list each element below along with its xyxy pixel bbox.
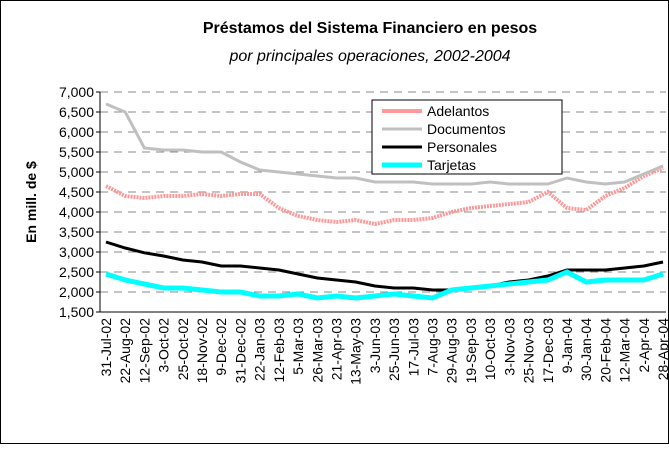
y-tick-label: 3,000 xyxy=(59,244,94,260)
x-tick-label: 10-Oct-03 xyxy=(482,318,498,380)
x-tick-label: 31-Dec-02 xyxy=(232,318,248,384)
series-line xyxy=(105,102,664,186)
x-tick-label: 21-Apr-03 xyxy=(328,318,344,380)
chart-subtitle: por principales operaciones, 2002-2004 xyxy=(228,48,510,65)
y-tick-label: 6,500 xyxy=(59,104,94,120)
y-tick-label: 2,500 xyxy=(59,264,94,280)
y-tick-label: 5,500 xyxy=(59,144,94,160)
x-tick-label: 3-Nov-03 xyxy=(501,318,517,376)
x-tick-label: 17-Jul-03 xyxy=(405,318,421,377)
x-tick-label: 9-Dec-02 xyxy=(213,318,229,376)
x-tick-label: 13-May-03 xyxy=(348,318,364,385)
y-tick-label: 7,000 xyxy=(59,84,94,100)
y-tick-label: 1,500 xyxy=(59,304,94,320)
x-tick-label: 25-Nov-03 xyxy=(521,318,537,384)
x-tick-label: 22-Jan-03 xyxy=(252,318,268,381)
x-tick-label: 26-Mar-03 xyxy=(309,318,325,383)
x-tick-label: 12-Feb-03 xyxy=(271,318,287,383)
series-line xyxy=(105,269,664,301)
series-line xyxy=(105,166,664,227)
series-line xyxy=(105,240,664,292)
y-tick-label: 4,500 xyxy=(59,184,94,200)
y-tick-label: 2,000 xyxy=(59,284,94,300)
x-tick-label: 29-Aug-03 xyxy=(444,318,460,384)
x-tick-label: 20-Feb-04 xyxy=(597,318,613,383)
x-tick-label: 12-Sep-02 xyxy=(136,318,152,384)
x-tick-label: 19-Sep-03 xyxy=(463,318,479,384)
legend-label: Documentos xyxy=(427,121,506,137)
x-tick-label: 2-Apr-04 xyxy=(636,318,652,373)
x-tick-label: 12-Mar-04 xyxy=(617,318,633,383)
y-axis-label: En mill. de $ xyxy=(23,161,39,243)
y-tick-label: 3,500 xyxy=(59,224,94,240)
chart-title: Préstamos del Sistema Financiero en peso… xyxy=(203,20,537,37)
x-tick-label: 25-Oct-02 xyxy=(175,318,191,380)
y-tick-label: 5,000 xyxy=(59,164,94,180)
x-tick-label: 22-Aug-02 xyxy=(117,318,133,384)
y-tick-label: 6,000 xyxy=(59,124,94,140)
x-tick-label: 5-Mar-03 xyxy=(290,318,306,375)
x-tick-label: 28-Apr-04 xyxy=(655,318,669,380)
legend-label: Personales xyxy=(427,139,497,155)
y-tick-label: 4,000 xyxy=(59,204,94,220)
x-tick-label: 17-Dec-03 xyxy=(540,318,556,384)
x-tick-label: 25-Jun-03 xyxy=(386,318,402,381)
x-tick-label: 3-Oct-02 xyxy=(156,318,172,373)
x-tick-label: 3-Jun-03 xyxy=(367,318,383,373)
x-tick-label: 30-Jan-04 xyxy=(578,318,594,381)
x-tick-label: 31-Jul-02 xyxy=(98,318,114,377)
x-tick-label: 18-Nov-02 xyxy=(194,318,210,384)
legend-box xyxy=(371,99,563,175)
legend-label: Adelantos xyxy=(427,103,489,119)
x-tick-label: 9-Jan-04 xyxy=(559,318,575,373)
legend-label: Tarjetas xyxy=(427,157,476,173)
x-tick-label: 7-Aug-03 xyxy=(425,318,441,376)
